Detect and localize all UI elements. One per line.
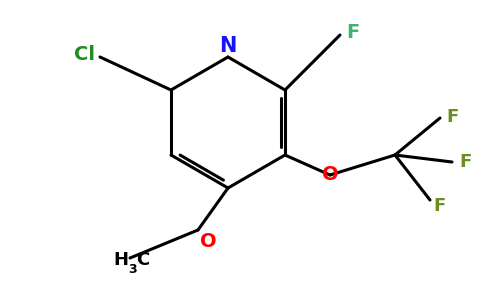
Text: F: F (459, 153, 471, 171)
Text: 3: 3 (128, 263, 136, 276)
Text: F: F (446, 108, 458, 126)
Text: Cl: Cl (74, 46, 95, 64)
Text: O: O (200, 232, 217, 251)
Text: O: O (322, 166, 338, 184)
Text: F: F (433, 197, 445, 215)
Text: H: H (113, 251, 128, 269)
Text: F: F (346, 23, 359, 43)
Text: N: N (219, 36, 237, 56)
Text: C: C (136, 251, 149, 269)
